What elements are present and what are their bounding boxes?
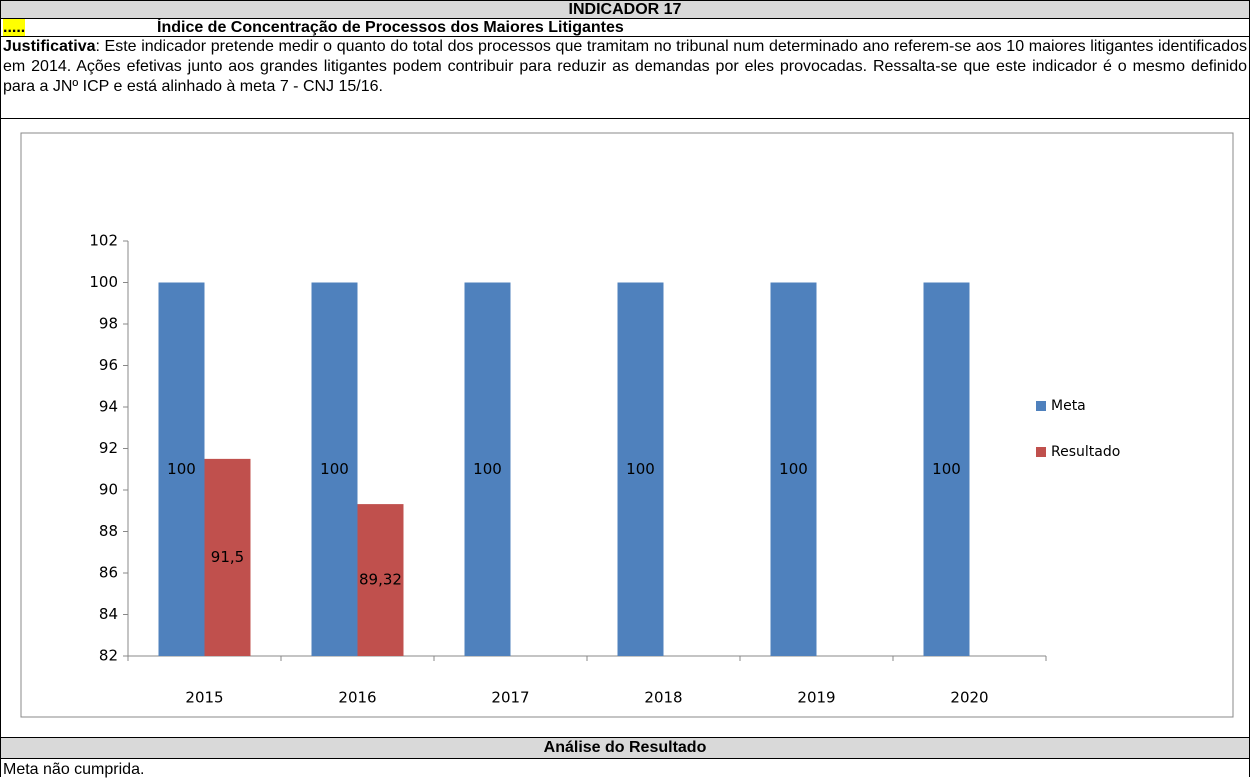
x-tick-label: 2015: [185, 689, 223, 707]
justification-label: Justificativa: [3, 38, 96, 55]
data-label: 100: [473, 460, 502, 478]
chart: 82 84 86 88 90 92 94 96 98 100 102 2015 100 91,5 2016 1…: [20, 132, 1234, 718]
x-tick-label: 2018: [644, 689, 682, 707]
justification: Justificativa: Este indicador pretende m…: [1, 37, 1249, 119]
justification-text: : Este indicador pretende medir o quanto…: [3, 38, 1247, 95]
data-label: 100: [779, 460, 808, 478]
bar: [204, 458, 251, 656]
data-label: 91,5: [211, 548, 244, 566]
marker: .....: [3, 19, 26, 36]
bar: [464, 282, 511, 656]
y-tick-label: 82: [99, 647, 118, 665]
x-tick-label: 2017: [491, 689, 529, 707]
subtitle-row: ..... Índice de Concentração de Processo…: [1, 19, 1249, 37]
subtitle: Índice de Concentração de Processos dos …: [157, 19, 624, 36]
y-tick-label: 92: [99, 439, 118, 457]
bar: [311, 282, 358, 656]
indicator-title: INDICADOR 17: [1, 1, 1249, 19]
bar: [357, 504, 404, 656]
chart-cell: 82 84 86 88 90 92 94 96 98 100 102 2015 100 91,5 2016 1…: [1, 119, 1249, 738]
y-tick-label: 100: [89, 273, 118, 291]
x-tick-label: 2019: [797, 689, 835, 707]
y-tick-label: 90: [99, 481, 118, 499]
analysis-title: Análise do Resultado: [1, 738, 1249, 759]
x-tick-label: 2016: [338, 689, 376, 707]
bar: [617, 282, 664, 656]
bar: [923, 282, 970, 656]
data-label: 100: [167, 460, 196, 478]
legend-label: Resultado: [1051, 444, 1120, 460]
y-tick-label: 98: [99, 315, 118, 333]
y-tick-label: 94: [99, 398, 118, 416]
bar: [770, 282, 817, 656]
y-tick-label: 86: [99, 564, 118, 582]
data-label: 100: [932, 460, 961, 478]
y-tick-label: 102: [89, 232, 118, 250]
data-label: 100: [320, 460, 349, 478]
analysis-text: Meta não cumprida.: [3, 761, 145, 778]
y-tick-label: 88: [99, 522, 118, 540]
legend-swatch: [1036, 401, 1046, 411]
legend-label: Meta: [1051, 398, 1086, 414]
legend-swatch: [1036, 447, 1046, 457]
data-label: 89,32: [359, 571, 402, 589]
y-tick-label: 84: [99, 605, 118, 623]
bar: [158, 282, 205, 656]
data-label: 100: [626, 460, 655, 478]
y-tick-label: 96: [99, 356, 118, 374]
x-tick-label: 2020: [950, 689, 988, 707]
